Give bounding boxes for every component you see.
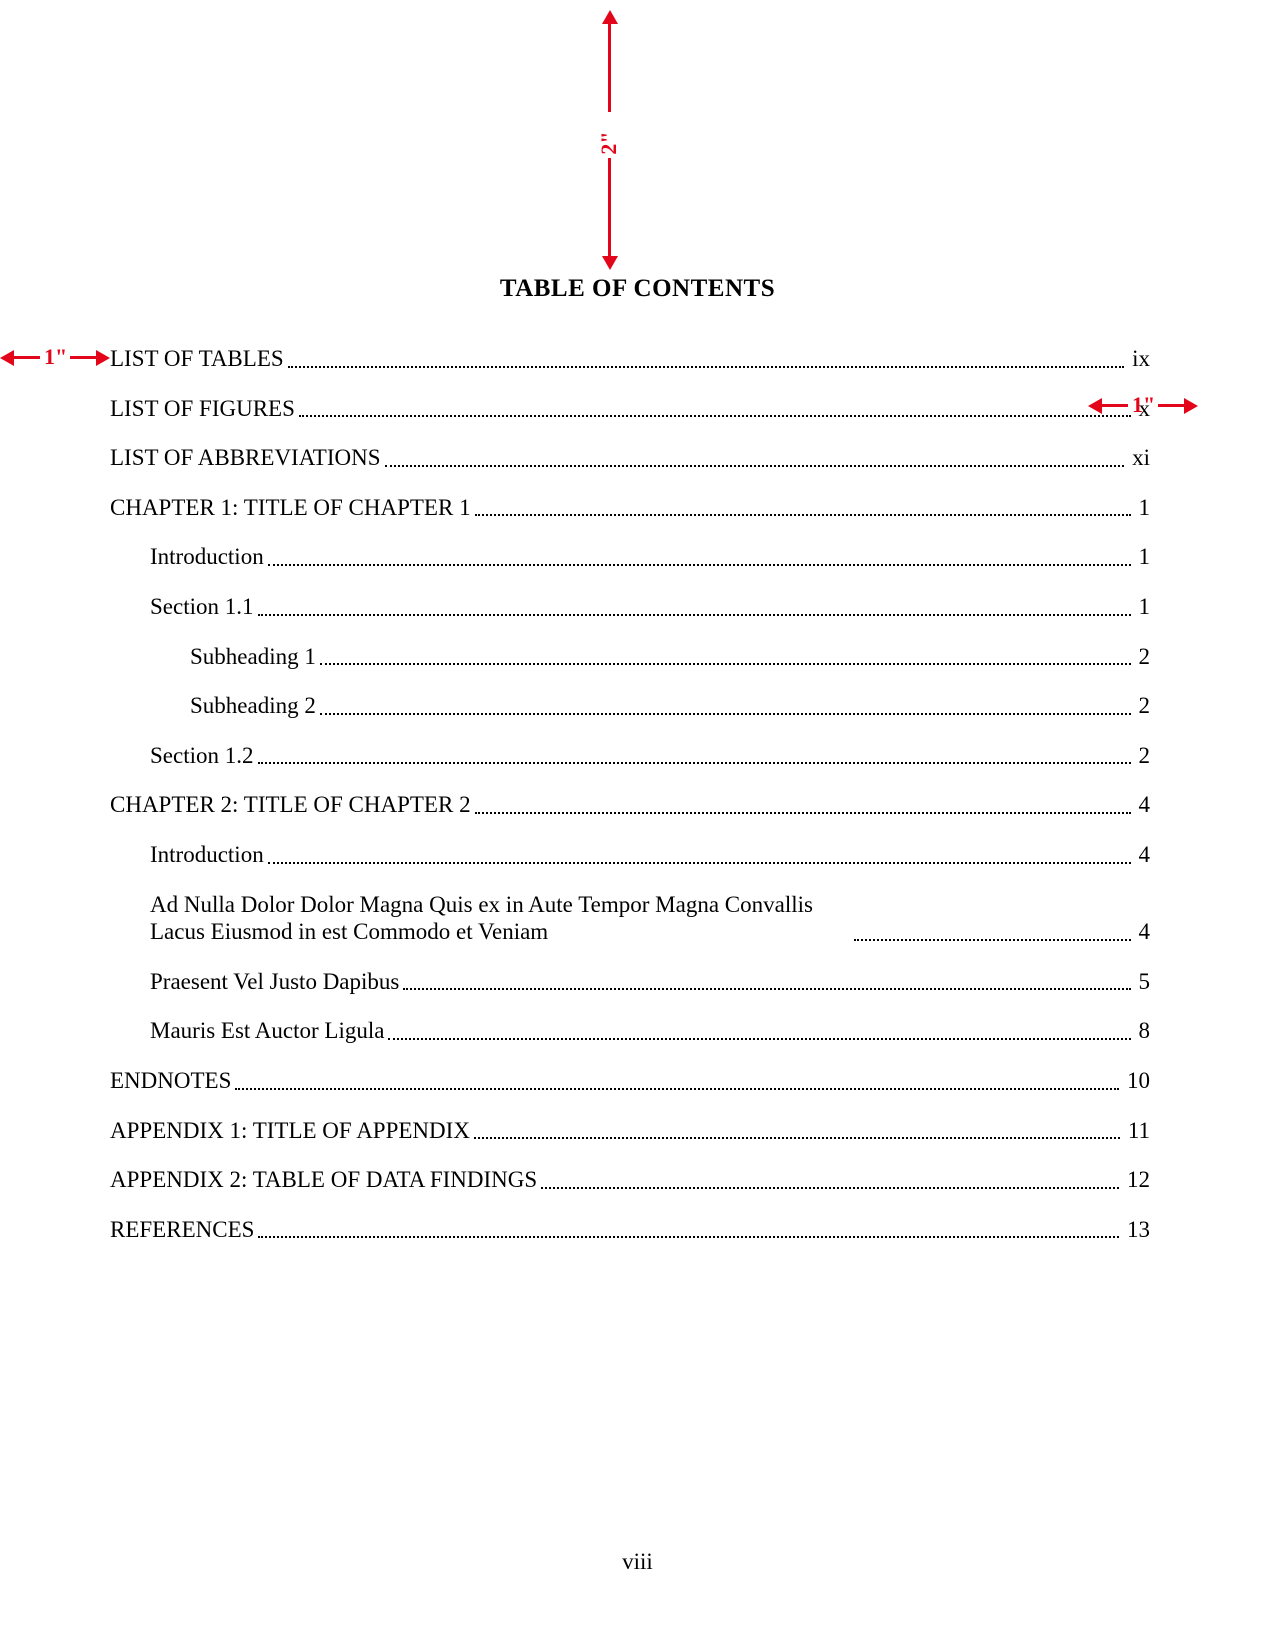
toc-entry: LIST OF FIGURES x xyxy=(110,395,1150,423)
toc-entry-label: Mauris Est Auctor Ligula xyxy=(150,1017,384,1045)
toc-entry: LIST OF ABBREVIATIONS xi xyxy=(110,444,1150,472)
arrow-line xyxy=(12,356,40,359)
toc-entry-label: APPENDIX 2: TABLE OF DATA FINDINGS xyxy=(110,1166,537,1194)
toc-entry-label: CHAPTER 2: TITLE OF CHAPTER 2 xyxy=(110,791,471,819)
arrow-right-icon xyxy=(1184,398,1198,414)
toc-entry-page: 1 xyxy=(1135,494,1151,522)
toc-leader xyxy=(475,811,1131,814)
toc-entry-page: 13 xyxy=(1123,1216,1150,1244)
toc-entry-page: 4 xyxy=(1135,918,1151,946)
arrow-line xyxy=(70,356,98,359)
toc-entry: APPENDIX 2: TABLE OF DATA FINDINGS 12 xyxy=(110,1166,1150,1194)
toc-entry-page: 8 xyxy=(1135,1017,1151,1045)
toc-entry: REFERENCES 13 xyxy=(110,1216,1150,1244)
toc-entry-label: Subheading 1 xyxy=(190,643,316,671)
toc-entry-label: ENDNOTES xyxy=(110,1067,231,1095)
toc-entry-label: LIST OF ABBREVIATIONS xyxy=(110,444,381,472)
toc-leader xyxy=(385,464,1125,467)
left-margin-label: 1" xyxy=(44,344,67,370)
toc-entry-page: 11 xyxy=(1124,1117,1150,1145)
arrow-line xyxy=(1158,404,1186,407)
arrow-down-icon xyxy=(602,256,618,270)
toc-leader xyxy=(854,938,1131,941)
toc-container: LIST OF TABLESixLIST OF FIGURESxLIST OF … xyxy=(110,345,1150,1265)
page-number: viii xyxy=(0,1549,1275,1575)
toc-entry: APPENDIX 1: TITLE OF APPENDIX 11 xyxy=(110,1117,1150,1145)
toc-entry-label: Praesent Vel Justo Dapibus xyxy=(150,968,399,996)
toc-entry-label: REFERENCES xyxy=(110,1216,254,1244)
toc-leader xyxy=(541,1186,1119,1189)
toc-entry: Subheading 1 2 xyxy=(110,643,1150,671)
toc-entry-label: Subheading 2 xyxy=(190,692,316,720)
toc-entry: Subheading 2 2 xyxy=(110,692,1150,720)
toc-entry: CHAPTER 2: TITLE OF CHAPTER 2 4 xyxy=(110,791,1150,819)
toc-entry-page: 4 xyxy=(1135,841,1151,869)
toc-title: TABLE OF CONTENTS xyxy=(0,275,1275,303)
toc-leader xyxy=(288,365,1124,368)
toc-entry: Section 1.1 1 xyxy=(110,593,1150,621)
toc-leader xyxy=(388,1037,1130,1040)
arrow-line xyxy=(608,22,611,112)
toc-leader xyxy=(475,513,1131,516)
toc-entry-label: APPENDIX 1: TITLE OF APPENDIX xyxy=(110,1117,470,1145)
toc-entry: CHAPTER 1: TITLE OF CHAPTER 1 1 xyxy=(110,494,1150,522)
toc-entry-page: 2 xyxy=(1135,643,1151,671)
toc-entry: Introduction 4 xyxy=(110,841,1150,869)
toc-leader xyxy=(268,563,1131,566)
toc-leader xyxy=(299,414,1131,417)
toc-entry-page: 10 xyxy=(1123,1067,1150,1095)
toc-entry-label: Introduction xyxy=(150,543,264,571)
toc-entry-page: 4 xyxy=(1135,791,1151,819)
toc-entry-label: LIST OF TABLES xyxy=(110,345,284,373)
toc-entry: Praesent Vel Justo Dapibus 5 xyxy=(110,968,1150,996)
toc-entry-label: Section 1.1 xyxy=(150,593,254,621)
toc-leader xyxy=(320,662,1131,665)
toc-entry-label: CHAPTER 1: TITLE OF CHAPTER 1 xyxy=(110,494,471,522)
toc-entry: Introduction 1 xyxy=(110,543,1150,571)
toc-entry-label: Section 1.2 xyxy=(150,742,254,770)
toc-entry-page: 1 xyxy=(1135,543,1151,571)
toc-entry: ENDNOTES 10 xyxy=(110,1067,1150,1095)
toc-entry-page: 12 xyxy=(1123,1166,1150,1194)
toc-leader xyxy=(258,613,1131,616)
toc-entry-page: 5 xyxy=(1135,968,1151,996)
toc-leader xyxy=(268,861,1131,864)
toc-entry-label: LIST OF FIGURES xyxy=(110,395,295,423)
toc-leader xyxy=(320,712,1131,715)
toc-entry-page: 2 xyxy=(1135,742,1151,770)
top-margin-label: 2" xyxy=(596,131,622,155)
toc-entry-page: x xyxy=(1135,395,1151,423)
arrow-line xyxy=(608,158,611,258)
toc-entry: Ad Nulla Dolor Dolor Magna Quis ex in Au… xyxy=(110,891,1150,946)
toc-entry-page: 2 xyxy=(1135,692,1151,720)
toc-leader xyxy=(403,987,1130,990)
toc-entry: LIST OF TABLES ix xyxy=(110,345,1150,373)
arrow-right-icon xyxy=(96,350,110,366)
toc-entry-page: 1 xyxy=(1135,593,1151,621)
toc-entry-label: Introduction xyxy=(150,841,264,869)
toc-entry: Mauris Est Auctor Ligula 8 xyxy=(110,1017,1150,1045)
toc-leader xyxy=(258,1235,1119,1238)
toc-leader xyxy=(235,1087,1119,1090)
toc-leader xyxy=(258,761,1131,764)
toc-entry: Section 1.2 2 xyxy=(110,742,1150,770)
toc-entry-page: ix xyxy=(1128,345,1150,373)
document-page: 2" 1" 1" TABLE OF CONTENTS LIST OF TABLE… xyxy=(0,0,1275,1650)
toc-entry-label: Ad Nulla Dolor Dolor Magna Quis ex in Au… xyxy=(150,891,850,946)
toc-leader xyxy=(474,1136,1120,1139)
toc-entry-page: xi xyxy=(1128,444,1150,472)
